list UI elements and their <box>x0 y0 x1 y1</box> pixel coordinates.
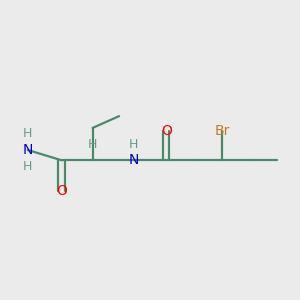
Text: O: O <box>161 124 172 138</box>
Text: Br: Br <box>214 124 230 138</box>
Text: H: H <box>23 127 32 140</box>
Text: H: H <box>88 138 97 151</box>
Text: H: H <box>23 160 32 173</box>
Text: H: H <box>129 138 139 151</box>
Text: N: N <box>129 153 139 167</box>
Text: O: O <box>56 184 67 198</box>
Text: N: N <box>22 143 33 157</box>
